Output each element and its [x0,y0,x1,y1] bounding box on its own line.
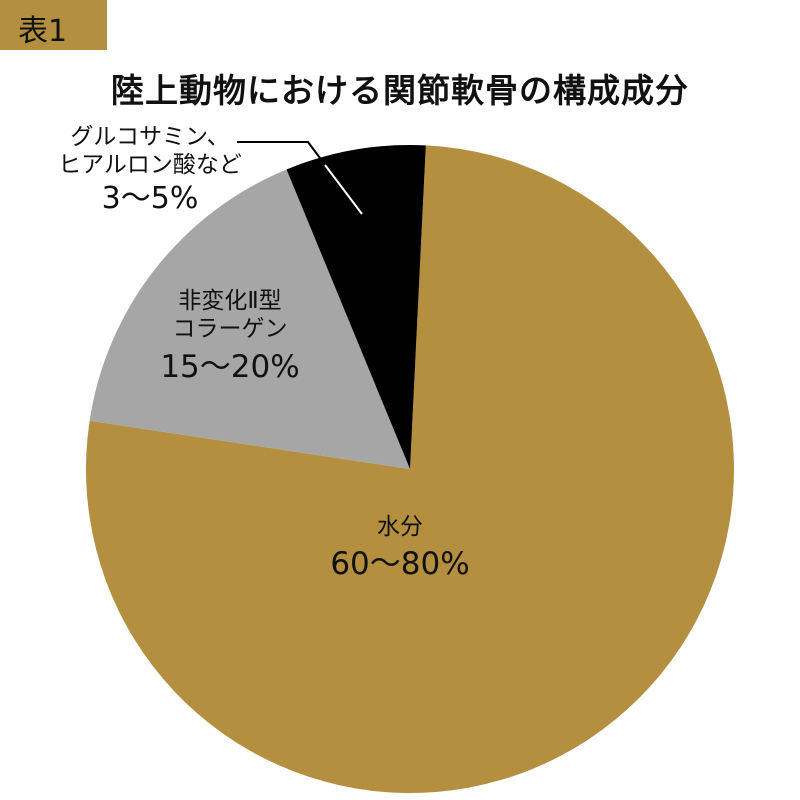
slice-water [85,145,735,794]
slice-label-collagen: 非変化Ⅱ型 コラーゲン 15～20% [160,288,300,386]
slice-label-other: グルコサミン、 ヒアルロン酸など 3～5% [58,124,242,217]
slice-collagen [89,169,410,469]
chart-title: 陸上動物における関節軟骨の構成成分 [111,71,689,110]
leader-line-inner [324,164,363,215]
slice-label-water: 水分 60～80% [330,514,470,582]
table-number-tag: 表1 [0,0,107,50]
slice-other [286,145,426,469]
